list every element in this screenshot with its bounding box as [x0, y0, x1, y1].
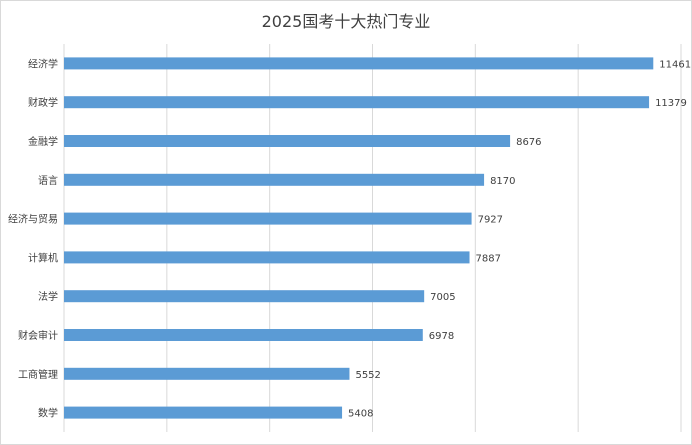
bar-7 — [64, 329, 423, 341]
data-label-2: 8676 — [516, 137, 541, 148]
bar-6 — [64, 290, 425, 303]
category-label-3: 语言 — [38, 174, 58, 187]
category-label-2: 金融学 — [28, 135, 58, 148]
data-label-6: 7005 — [430, 292, 455, 303]
category-label-1: 财政学 — [28, 96, 58, 109]
category-label-5: 计算机 — [28, 251, 58, 264]
category-label-9: 数学 — [38, 407, 58, 420]
bar-0 — [64, 57, 654, 70]
bar-5 — [64, 251, 470, 264]
category-label-0: 经济学 — [28, 57, 58, 70]
bar-2 — [64, 135, 511, 147]
category-label-4: 经济与贸易 — [8, 213, 58, 226]
bar-1 — [64, 96, 650, 109]
bar-8 — [64, 367, 350, 380]
category-label-6: 法学 — [38, 290, 58, 303]
bar-4 — [64, 212, 472, 225]
data-label-9: 5408 — [348, 409, 373, 420]
category-label-8: 工商管理 — [18, 368, 58, 381]
data-label-3: 8170 — [490, 176, 515, 187]
data-label-4: 7927 — [478, 215, 503, 226]
data-labels: 11461 11379 8676 8170 7927 7887 7005 6978 5552 54… — [348, 59, 691, 419]
data-label-7: 6978 — [429, 331, 454, 342]
data-label-5: 7887 — [476, 253, 501, 264]
bar-3 — [64, 173, 485, 186]
data-label-0: 11461 — [659, 59, 691, 70]
chart-title: 2025国考十大热门专业 — [261, 12, 431, 31]
data-label-1: 11379 — [655, 98, 687, 109]
bar-9 — [64, 406, 343, 419]
bars — [64, 57, 654, 419]
gridlines — [63, 44, 682, 432]
data-label-8: 5552 — [355, 370, 380, 381]
category-label-7: 财会审计 — [18, 329, 58, 342]
